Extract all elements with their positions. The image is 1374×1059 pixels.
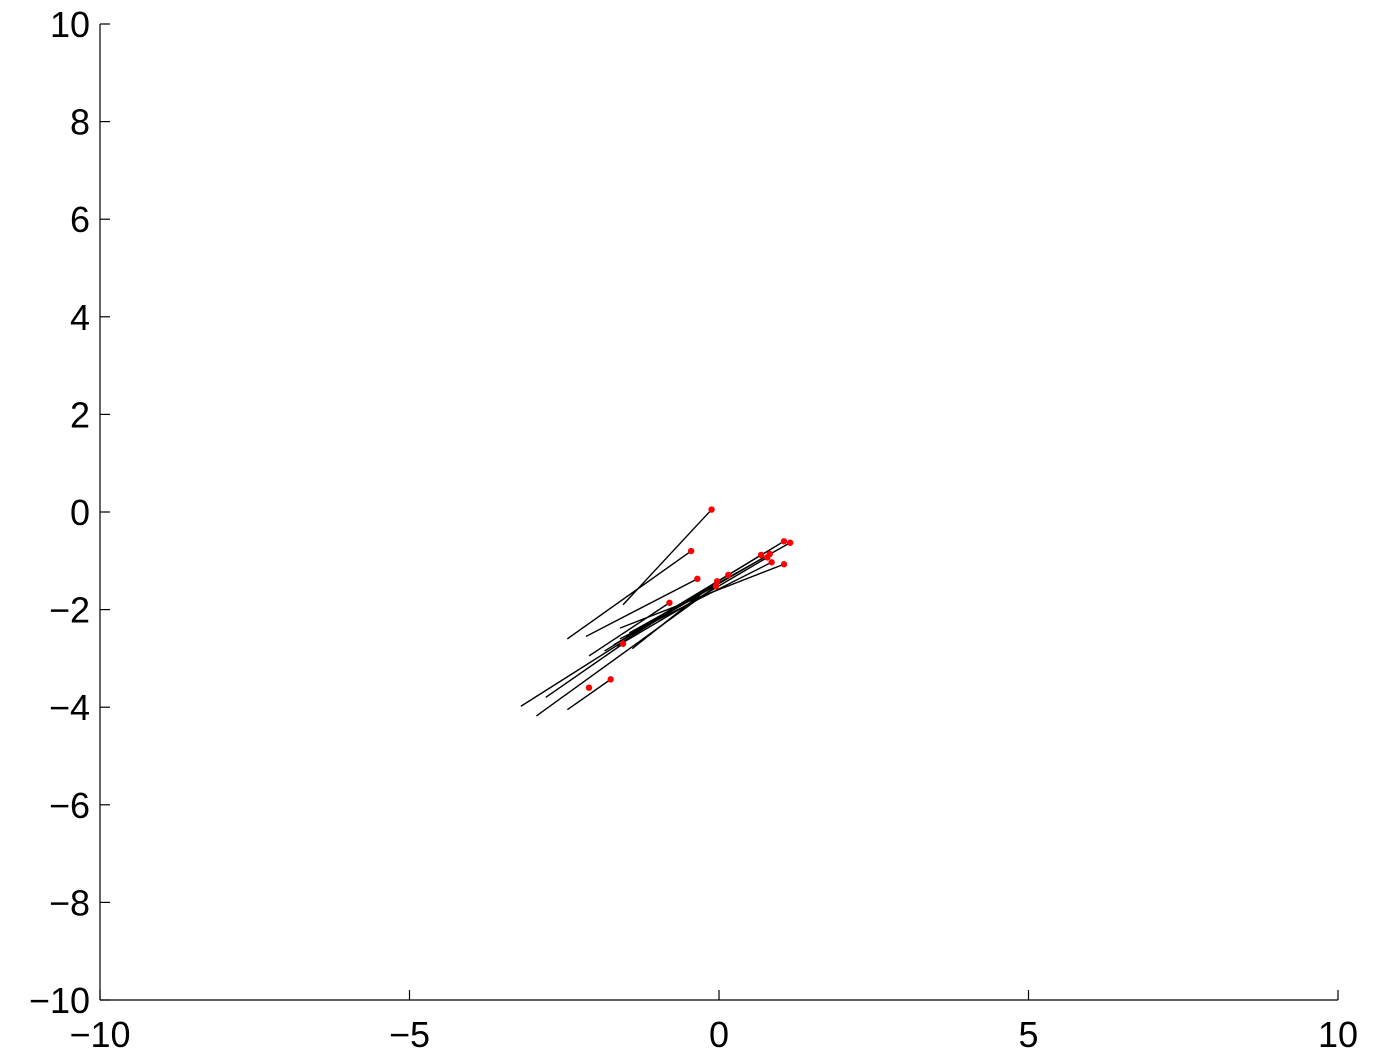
- data-point: [768, 559, 775, 566]
- y-tick-label: −10: [29, 980, 90, 1021]
- data-point: [780, 561, 788, 568]
- x-axis-ticks: −10 −5 0 5 10: [69, 990, 1358, 1055]
- y-tick-label: −8: [49, 882, 90, 923]
- x-tick-label: 5: [1018, 1014, 1038, 1055]
- data-point: [666, 599, 673, 606]
- y-tick-label: 6: [70, 199, 90, 240]
- y-tick-label: 10: [50, 4, 90, 45]
- line-segment: [628, 542, 791, 634]
- line-segment: [566, 550, 692, 640]
- y-tick-label: −2: [49, 590, 90, 631]
- data-point: [607, 676, 614, 683]
- data-point: [694, 575, 701, 583]
- data-point: [786, 539, 794, 546]
- data-point: [780, 538, 788, 545]
- line-segments: [520, 509, 791, 717]
- line-segment: [545, 643, 624, 699]
- data-point: [708, 506, 715, 513]
- x-tick-label: −10: [69, 1014, 130, 1055]
- data-point: [585, 684, 593, 691]
- x-tick-label: 0: [709, 1014, 729, 1055]
- data-point: [619, 640, 627, 647]
- data-point: [725, 571, 732, 579]
- x-tick-label: −5: [389, 1014, 430, 1055]
- data-point: [687, 547, 695, 555]
- data-point: [757, 551, 765, 559]
- line-segment: [585, 578, 698, 638]
- y-tick-label: −4: [49, 687, 90, 728]
- y-tick-label: 4: [70, 297, 90, 338]
- data-point: [713, 578, 721, 585]
- line-segment: [619, 561, 772, 640]
- line-segment: [588, 602, 670, 657]
- data-point: [712, 582, 720, 590]
- line-segment: [566, 678, 612, 711]
- y-axis-ticks: −10 −8 −6 −4 −2 0 2 4 6 8 10: [29, 4, 110, 1021]
- y-tick-label: 2: [70, 394, 90, 435]
- line-segment: [535, 585, 717, 717]
- axes: [99, 24, 1338, 1001]
- data-point: [766, 550, 773, 558]
- x-tick-label: 10: [1318, 1014, 1358, 1055]
- data-points: [585, 506, 794, 691]
- y-tick-label: −6: [49, 785, 90, 826]
- y-tick-label: 0: [70, 492, 90, 533]
- y-tick-label: 8: [70, 102, 90, 143]
- line-segment: [619, 563, 785, 629]
